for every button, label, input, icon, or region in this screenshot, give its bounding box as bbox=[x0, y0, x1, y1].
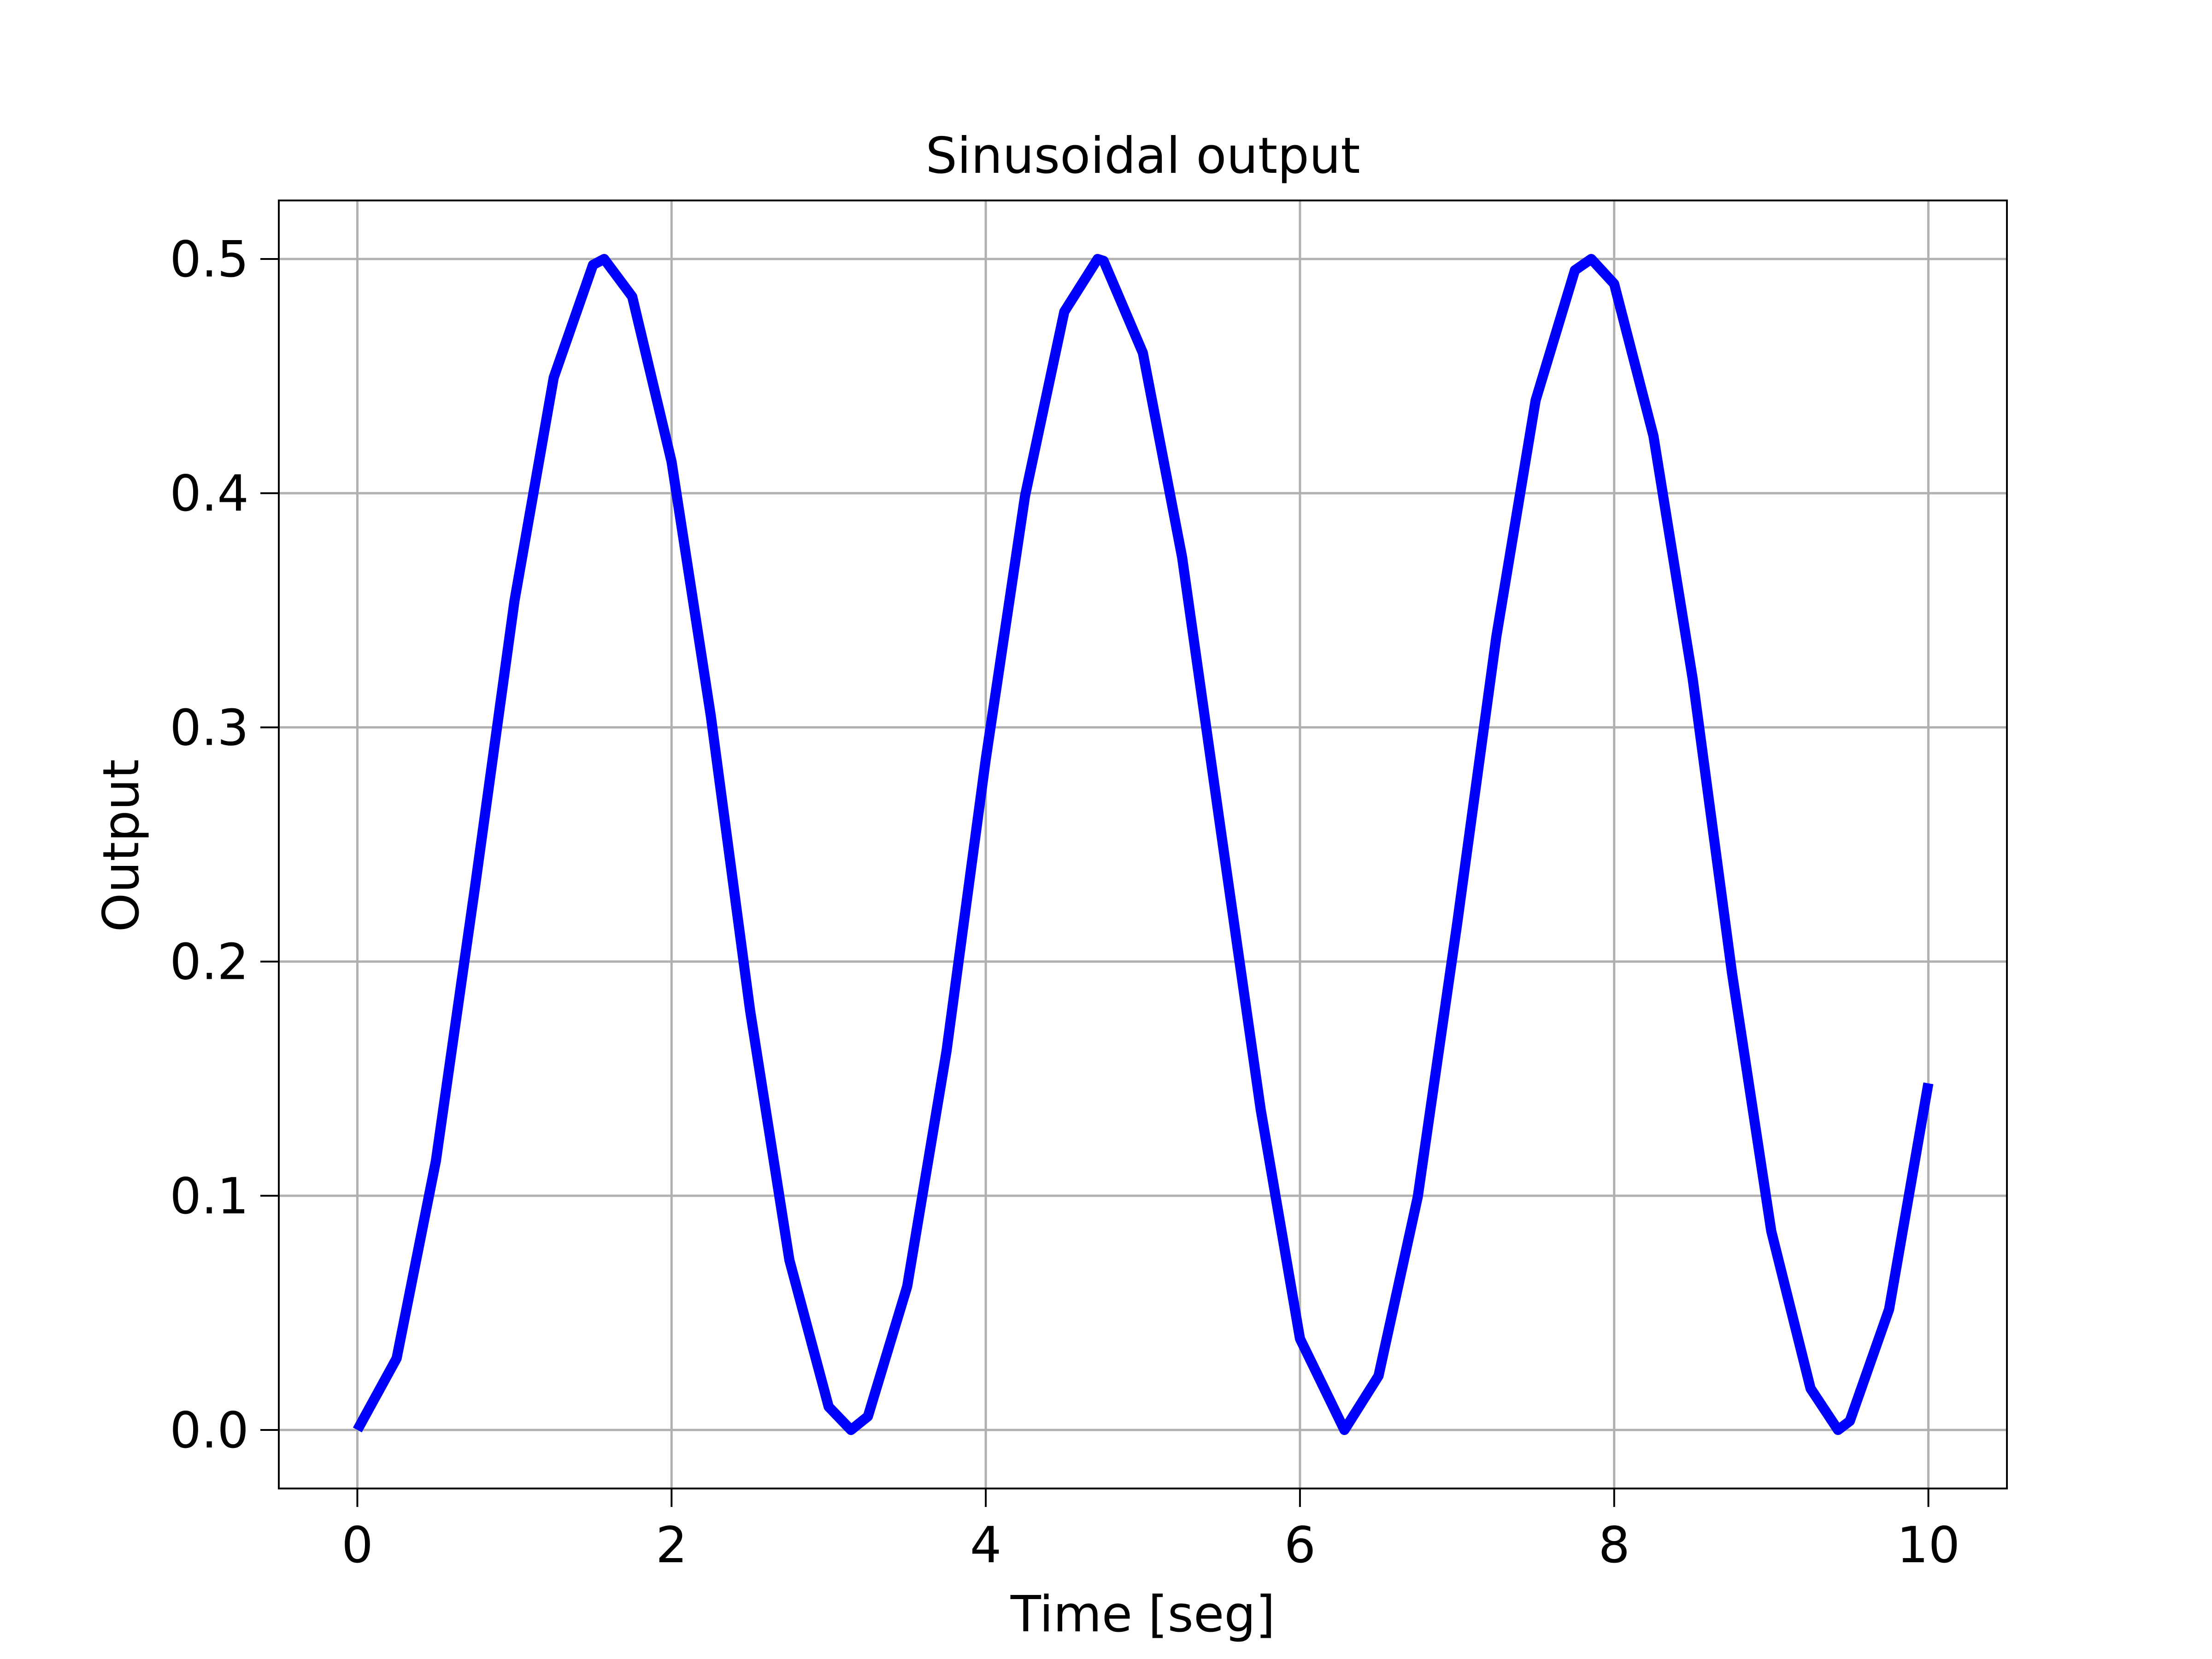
y-tick-label: 0.5 bbox=[170, 231, 249, 288]
axes: 0 2 4 6 8 10 0.0 0.1 0.2 0.3 0.4 0.5 bbox=[170, 200, 2008, 1574]
series-layer bbox=[353, 254, 1934, 1435]
y-tick-label: 0.2 bbox=[170, 934, 249, 991]
x-tick-label: 2 bbox=[656, 1517, 688, 1574]
grid bbox=[279, 200, 2007, 1488]
series-line bbox=[353, 254, 1934, 1435]
x-axis-label: Time [seg] bbox=[1010, 1586, 1275, 1643]
x-tick-label: 4 bbox=[970, 1517, 1002, 1574]
chart-title: Sinusoidal output bbox=[925, 127, 1360, 185]
x-tick-label: 8 bbox=[1598, 1517, 1630, 1574]
y-tick-label: 0.0 bbox=[170, 1402, 249, 1459]
y-tick-label: 0.4 bbox=[170, 465, 249, 523]
x-tick-label: 0 bbox=[341, 1517, 373, 1574]
y-tick-label: 0.3 bbox=[170, 699, 249, 757]
x-tick-label: 6 bbox=[1284, 1517, 1316, 1574]
y-tick-label: 0.1 bbox=[170, 1168, 249, 1225]
y-axis-label: Output bbox=[93, 759, 150, 932]
plot-frame bbox=[278, 200, 2008, 1489]
x-tick-label: 10 bbox=[1897, 1517, 1960, 1574]
